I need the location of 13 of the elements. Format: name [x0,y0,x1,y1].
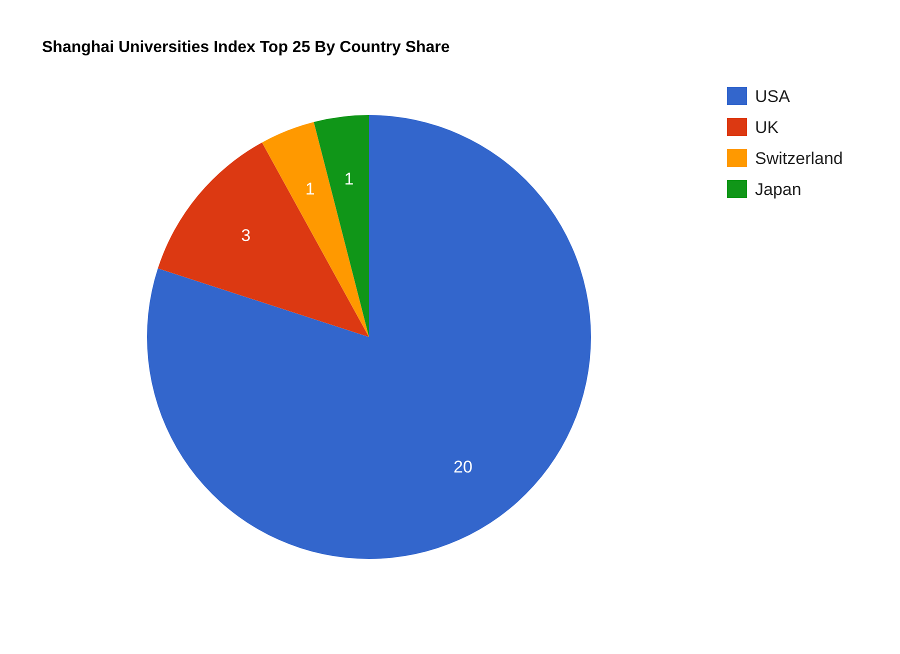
data-label: 1 [305,179,315,198]
pie-slice [314,115,369,337]
legend-label: Switzerland [755,149,843,168]
legend-label: Japan [755,180,802,199]
pie-slice [158,142,369,337]
pie-slice [147,115,591,559]
pie-slice [262,122,369,337]
legend-label: UK [755,118,780,137]
legend-label: USA [755,87,791,106]
data-label: 1 [344,169,354,188]
data-label: 3 [241,226,251,246]
chart-title: Shanghai Universities Index Top 25 By Country Share [42,39,450,56]
data-label: 20 [453,457,472,476]
